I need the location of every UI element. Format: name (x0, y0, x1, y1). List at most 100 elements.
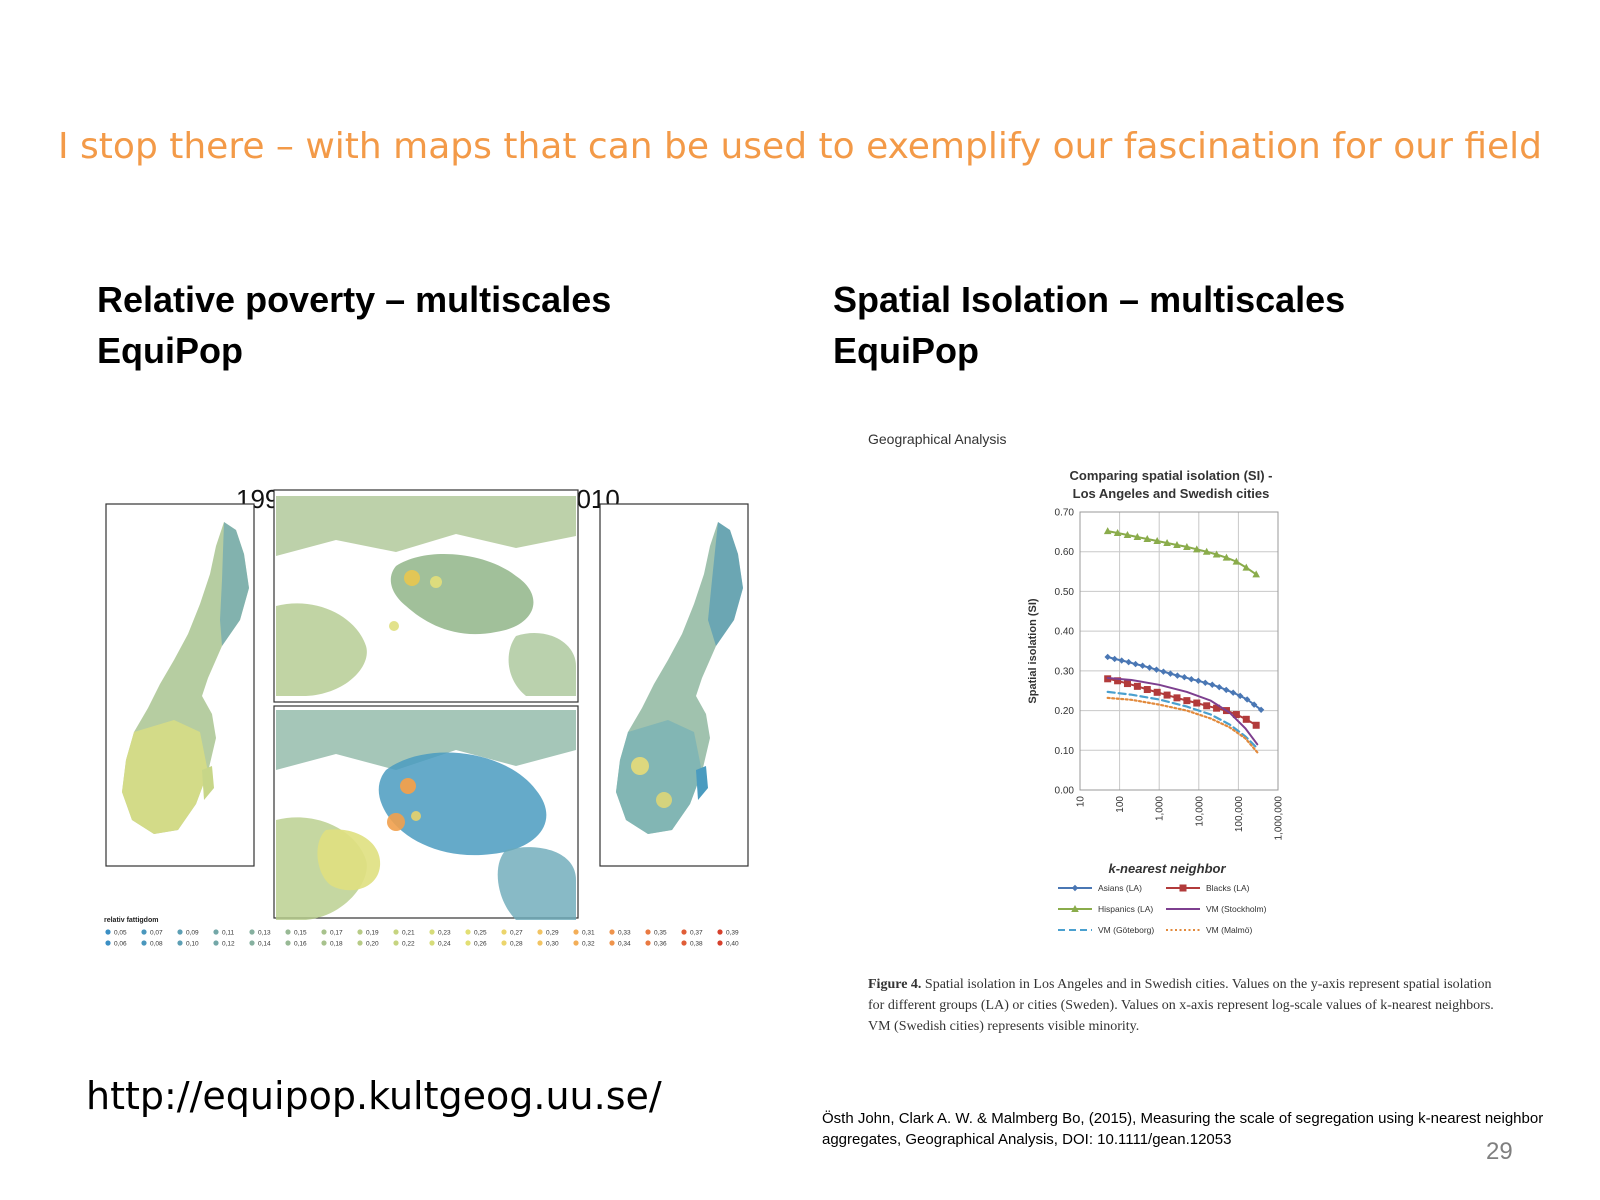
left-heading-line-1: Relative poverty – multiscales (97, 279, 612, 320)
page-number: 29 (1486, 1138, 1513, 1165)
legend-swatch (501, 929, 507, 935)
series-vm-malm (1106, 696, 1259, 754)
legend-label: VM (Malmö) (1206, 925, 1252, 935)
legend-value: 0,06 (114, 941, 127, 948)
legend-label: Hispanics (LA) (1098, 904, 1153, 914)
data-point (1113, 529, 1122, 537)
series-line (1106, 677, 1258, 727)
legend-value: 0,26 (474, 941, 487, 948)
data-point (1192, 545, 1201, 553)
data-point (1203, 702, 1211, 710)
spatial-isolation-chart: Comparing spatial isolation (SI) - Los A… (1027, 468, 1285, 935)
legend-title: relativ fattigdom (104, 917, 158, 924)
caption-label: Figure 4. (868, 977, 922, 992)
data-point (1143, 686, 1151, 694)
data-point (1183, 697, 1191, 705)
data-point (1071, 905, 1079, 912)
legend-label: Blacks (LA) (1206, 883, 1250, 893)
hotspot-2010-d (387, 813, 405, 831)
legend-swatch (393, 929, 399, 935)
hotspot-1994-c (389, 621, 399, 631)
legend-swatch (177, 929, 183, 935)
data-point (1146, 664, 1153, 671)
legend-value: 0,11 (222, 930, 235, 937)
series-vm-g-teborg (1106, 690, 1259, 750)
chart-grid (1079, 511, 1279, 791)
data-point (1174, 672, 1181, 679)
legend-item: Asians (LA) (1058, 883, 1142, 893)
legend-item: VM (Göteborg) (1058, 925, 1154, 935)
data-point (1160, 668, 1167, 675)
legend-swatch (645, 940, 651, 946)
patch-b-1994 (390, 553, 534, 635)
legend-swatch (681, 929, 687, 935)
data-point (1252, 570, 1260, 578)
legend-swatch (141, 929, 147, 935)
data-point (1213, 704, 1221, 712)
legend-swatch (249, 940, 255, 946)
series-line (1106, 690, 1259, 750)
stockholm-2010-patches (276, 710, 576, 920)
patch-b-2010 (378, 752, 547, 856)
series-line (1106, 696, 1259, 754)
legend-value: 0,15 (294, 930, 307, 937)
legend-swatch (681, 940, 687, 946)
legend-value: 0,13 (258, 930, 271, 937)
poverty-maps-figure: 1994 2010 (104, 484, 749, 948)
data-point (1153, 536, 1161, 544)
legend-swatch (393, 940, 399, 946)
legend-swatch (717, 940, 723, 946)
hotspot-1994-b (430, 576, 442, 588)
legend-swatch (609, 929, 615, 935)
patch-c-1994 (276, 603, 367, 696)
data-point (1114, 677, 1122, 685)
data-point (1153, 688, 1161, 696)
legend-value: 0,24 (438, 941, 451, 948)
data-point (1104, 653, 1111, 661)
patch-e-2010 (497, 847, 576, 920)
stockholm-map-1994 (273, 489, 579, 703)
legend-value: 0,35 (654, 930, 667, 937)
data-point (1232, 557, 1241, 565)
legend-value: 0,37 (690, 930, 703, 937)
legend-label: VM (Stockholm) (1206, 904, 1267, 914)
y-axis-label: Spatial isolation (SI) (1027, 598, 1039, 703)
right-heading: Spatial Isolation – multiscales EquiPop (833, 274, 1345, 376)
chart-series (1103, 527, 1265, 754)
legend-swatch (573, 940, 579, 946)
north-region-1994 (220, 522, 249, 646)
equipop-url: http://equipop.kultgeog.uu.se/ (86, 1074, 662, 1118)
sweden-map-1994 (105, 503, 255, 867)
data-point (1143, 535, 1152, 543)
legend-value: 0,25 (474, 930, 487, 937)
legend-value: 0,33 (618, 930, 631, 937)
legend-label: VM (Göteborg) (1098, 925, 1154, 935)
chart-legend: Asians (LA) Blacks (LA) Hispanics (LA) VM (… (1058, 883, 1267, 935)
right-heading-line-1: Spatial Isolation – multiscales (833, 279, 1346, 320)
data-point (1163, 538, 1171, 546)
data-point (1173, 540, 1181, 548)
legend-value: 0,17 (330, 930, 343, 937)
series-vm-stockholm (1106, 677, 1259, 746)
legend-item: Blacks (LA) (1166, 883, 1250, 893)
legend-swatch (357, 929, 363, 935)
legend-item: Hispanics (LA) (1058, 904, 1153, 914)
legend-value: 0,36 (654, 941, 667, 948)
y-tick-label: 0.70 (1055, 508, 1075, 519)
y-tick-label: 0.60 (1055, 547, 1075, 558)
legend-swatch (501, 940, 507, 946)
legend-swatch (573, 929, 579, 935)
data-point (1181, 674, 1188, 681)
data-point (1179, 884, 1187, 892)
data-point (1216, 683, 1223, 691)
legend-value: 0,29 (546, 930, 559, 937)
series-line (1106, 530, 1258, 576)
legend-swatch (645, 929, 651, 935)
data-point (1209, 681, 1216, 688)
data-point (1232, 711, 1240, 719)
legend-value: 0,10 (186, 941, 199, 948)
legend-value: 0,16 (294, 941, 307, 948)
legend-value: 0,28 (510, 941, 523, 948)
legend-value: 0,08 (150, 941, 163, 948)
legend-swatch (105, 940, 111, 946)
